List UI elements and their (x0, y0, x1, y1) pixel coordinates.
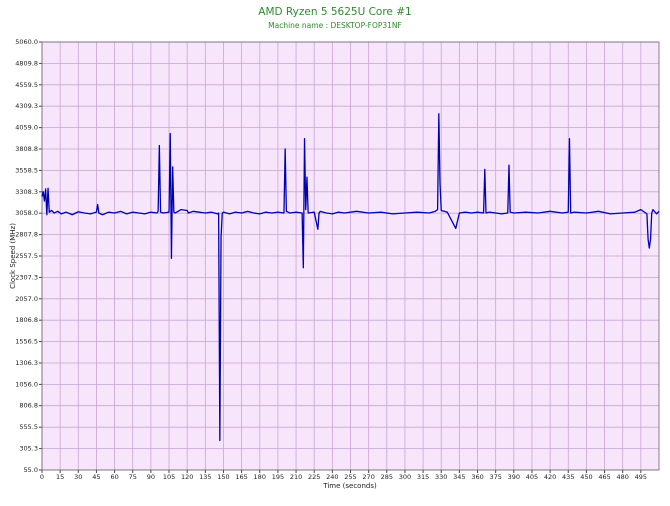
x-tick-label: 120 (181, 473, 193, 481)
y-tick-label: 4309.3 (15, 102, 38, 110)
chart-title: AMD Ryzen 5 5625U Core #1 (258, 6, 411, 18)
x-tick-label: 240 (326, 473, 338, 481)
x-tick-label: 75 (129, 473, 137, 481)
y-tick-label: 1806.8 (15, 316, 38, 324)
plot-border (41, 41, 660, 471)
y-tick-label: 3808.8 (15, 145, 38, 153)
y-tick-label: 2807.8 (15, 231, 38, 239)
x-tick-label: 345 (453, 473, 465, 481)
x-tick-label: 315 (417, 473, 429, 481)
y-tick-label: 4059.0 (15, 124, 38, 132)
x-tick-label: 45 (92, 473, 100, 481)
x-tick-label: 180 (254, 473, 266, 481)
y-tick-label: 55.0 (24, 466, 38, 474)
x-tick-label: 105 (163, 473, 175, 481)
x-tick-label: 390 (508, 473, 520, 481)
x-tick-label: 435 (562, 473, 574, 481)
x-tick-label: 300 (399, 473, 411, 481)
x-tick-label: 225 (308, 473, 320, 481)
x-tick-label: 60 (110, 473, 118, 481)
x-tick-label: 270 (362, 473, 374, 481)
x-tick-label: 375 (489, 473, 501, 481)
y-tick-label: 2307.3 (15, 273, 38, 281)
y-tick-label: 3058.0 (15, 209, 38, 217)
y-tick-label: 1306.3 (15, 359, 38, 367)
x-tick-label: 450 (580, 473, 592, 481)
y-tick-label: 5060.0 (15, 38, 38, 46)
x-tick-label: 195 (272, 473, 284, 481)
x-tick-label: 90 (147, 473, 155, 481)
x-tick-label: 30 (74, 473, 82, 481)
x-tick-label: 330 (435, 473, 447, 481)
y-tick-label: 1056.0 (15, 380, 38, 388)
x-tick-label: 0 (40, 473, 44, 481)
x-tick-label: 285 (381, 473, 393, 481)
x-axis-label: Time (seconds) (322, 482, 377, 490)
x-tick-label: 420 (544, 473, 556, 481)
y-tick-label: 305.3 (19, 445, 38, 453)
y-tick-label: 806.8 (19, 402, 38, 410)
x-tick-label: 465 (598, 473, 610, 481)
y-tick-label: 2557.5 (15, 252, 38, 260)
y-tick-label: 3308.3 (15, 188, 38, 196)
x-tick-label: 15 (56, 473, 64, 481)
x-tick-label: 495 (635, 473, 647, 481)
x-tick-label: 150 (217, 473, 229, 481)
y-axis-label: Clock Speed (MHz) (9, 223, 17, 289)
x-tick-label: 135 (199, 473, 211, 481)
y-tick-label: 1556.5 (15, 338, 38, 346)
y-tick-label: 4559.5 (15, 81, 38, 89)
data-line (41, 113, 660, 442)
chart-subtitle: Machine name : DESKTOP-FOP31NF (268, 21, 402, 30)
x-tick-label: 405 (526, 473, 538, 481)
y-tick-label: 2057.0 (15, 295, 38, 303)
x-tick-label: 360 (471, 473, 483, 481)
y-tick-label: 555.5 (19, 423, 38, 431)
y-tick-label: 3558.5 (15, 166, 38, 174)
x-tick-label: 165 (235, 473, 247, 481)
x-tick-label: 480 (616, 473, 628, 481)
y-tick-label: 4809.8 (15, 59, 38, 67)
x-tick-label: 255 (344, 473, 356, 481)
x-tick-label: 210 (290, 473, 302, 481)
